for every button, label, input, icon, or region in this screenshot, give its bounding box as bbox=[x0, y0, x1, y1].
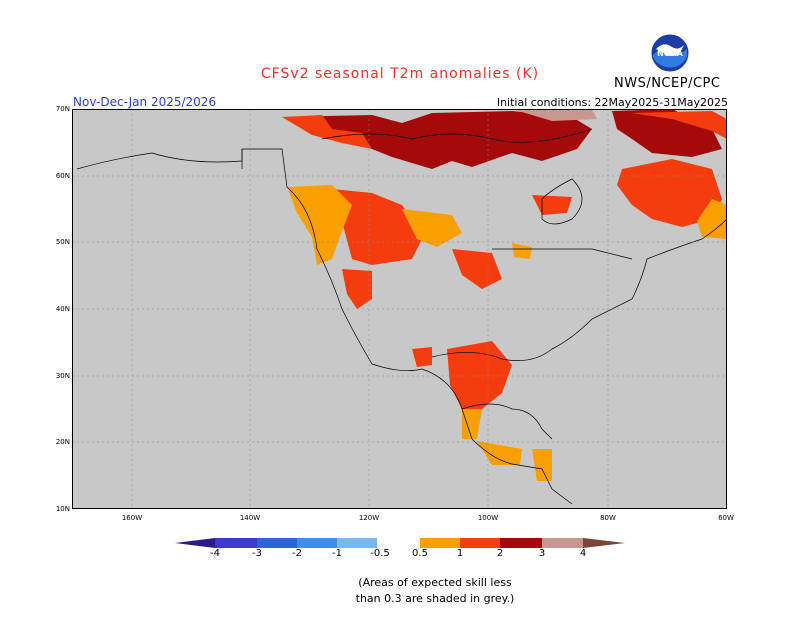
patch-newfoundland bbox=[697, 199, 727, 239]
colorbar-label: -4 bbox=[210, 548, 220, 559]
colorbar-swatch bbox=[460, 538, 500, 548]
skill-note-line2: than 0.3 are shaded in grey.) bbox=[355, 592, 515, 605]
patch-texas bbox=[447, 341, 512, 409]
colorbar-swatch bbox=[377, 538, 420, 548]
patch-canada-northwest bbox=[282, 115, 372, 149]
org-label: NWS/NCEP/CPC bbox=[614, 76, 721, 91]
patch-nm bbox=[412, 347, 432, 367]
patch-nevada bbox=[342, 269, 372, 309]
lon-label: 60W bbox=[718, 514, 734, 522]
lon-label: 120W bbox=[358, 514, 380, 522]
initial-conditions-label: Initial conditions: 22May2025-31May2025 bbox=[496, 96, 728, 109]
anomaly-map bbox=[72, 109, 728, 509]
colorbar-label: -2 bbox=[292, 548, 302, 559]
colorbar-label: 4 bbox=[579, 548, 587, 559]
colorbar-swatch bbox=[500, 538, 542, 548]
patch-northern-plains bbox=[452, 249, 502, 289]
lat-label: 20N bbox=[55, 438, 70, 446]
patch-central-america bbox=[532, 449, 552, 481]
map-border bbox=[72, 109, 727, 509]
colorbar-swatch bbox=[297, 538, 337, 548]
colorbar-swatch bbox=[542, 538, 583, 548]
lat-label: 50N bbox=[55, 238, 70, 246]
patch-canada-north bbox=[282, 111, 592, 169]
colorbar-label: -1 bbox=[332, 548, 342, 559]
lon-label: 80W bbox=[600, 514, 616, 522]
graticule bbox=[72, 109, 727, 509]
patch-mexico-east bbox=[462, 409, 482, 439]
colorbar-label: 0.5 bbox=[412, 548, 428, 559]
map-svg bbox=[72, 109, 728, 509]
colorbar-swatch bbox=[215, 538, 257, 548]
colorbar-swatch bbox=[337, 538, 377, 548]
lat-label: 60N bbox=[55, 172, 70, 180]
colorbar-label: -0.5 bbox=[370, 548, 390, 559]
lon-label: 160W bbox=[121, 514, 143, 522]
colorbar-label: 1 bbox=[456, 548, 464, 559]
colorbar-arrow-high bbox=[583, 538, 625, 548]
lat-label: 10N bbox=[55, 505, 70, 513]
colorbar-swatch bbox=[257, 538, 297, 548]
colorbar-label: 2 bbox=[496, 548, 504, 559]
skill-note-line1: (Areas of expected skill less bbox=[358, 576, 512, 589]
colorbar-label: 3 bbox=[538, 548, 546, 559]
season-label: Nov-Dec-Jan 2025/2026 bbox=[73, 95, 217, 109]
logo-text: NOAA bbox=[657, 49, 683, 58]
chart-title: CFSv2 seasonal T2m anomalies (K) bbox=[260, 66, 540, 82]
patch-ontario bbox=[512, 243, 532, 259]
patch-prairies bbox=[402, 209, 462, 247]
colorbar-label: -3 bbox=[252, 548, 262, 559]
patch-greenland-edge bbox=[632, 111, 727, 139]
patch-arctic-islands bbox=[512, 109, 597, 121]
colorbar-swatch bbox=[420, 538, 460, 548]
patch-bc-coast bbox=[287, 185, 352, 265]
colorbar-arrow-low bbox=[175, 538, 215, 548]
noaa-logo: NOAA bbox=[650, 33, 690, 77]
anomaly-patches bbox=[282, 109, 727, 481]
lat-label: 40N bbox=[55, 305, 70, 313]
lat-label: 30N bbox=[55, 372, 70, 380]
colorbar bbox=[175, 535, 625, 554]
lon-label: 100W bbox=[477, 514, 499, 522]
coastlines bbox=[76, 128, 728, 505]
lat-label: 70N bbox=[55, 105, 70, 113]
lon-label: 140W bbox=[239, 514, 261, 522]
patch-western-canada bbox=[332, 189, 422, 265]
